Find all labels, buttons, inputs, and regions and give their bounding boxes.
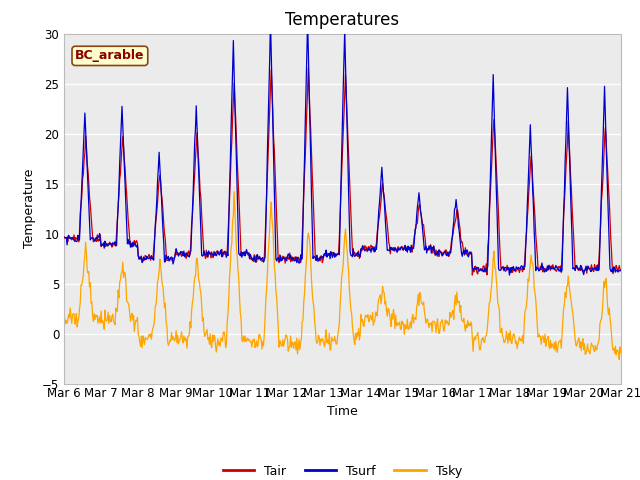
Line: Tair: Tair <box>64 68 621 275</box>
Line: Tsurf: Tsurf <box>64 20 621 275</box>
Y-axis label: Temperature: Temperature <box>23 169 36 249</box>
Legend: Tair, Tsurf, Tsky: Tair, Tsurf, Tsky <box>218 460 467 480</box>
Text: BC_arable: BC_arable <box>75 49 145 62</box>
Line: Tsky: Tsky <box>64 192 621 360</box>
X-axis label: Time: Time <box>327 405 358 419</box>
Title: Temperatures: Temperatures <box>285 11 399 29</box>
